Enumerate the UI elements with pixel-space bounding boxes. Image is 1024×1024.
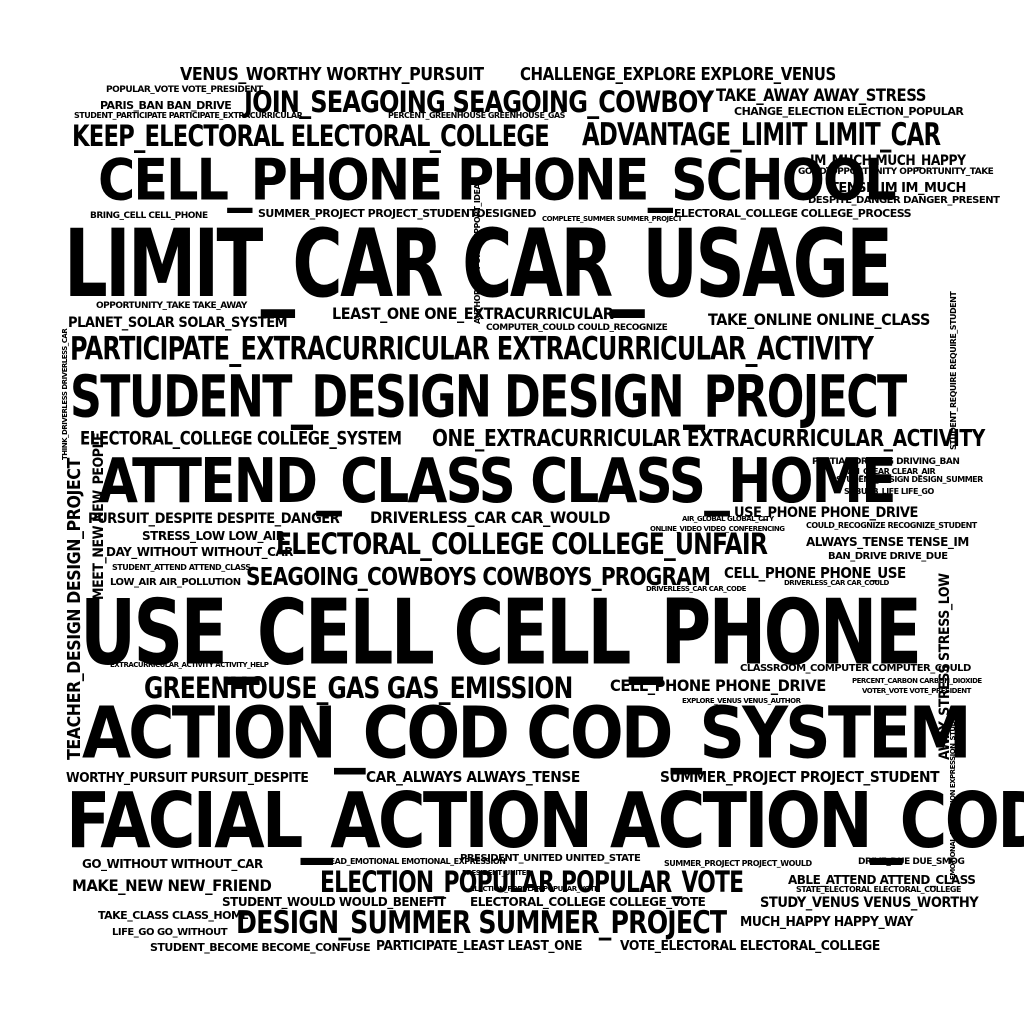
phrase-word: LEAST_ONE ONE_EXTRACURRICULAR <box>332 304 614 323</box>
phrase-word: SUMMER_PROJECT PROJECT_STUDENT <box>660 768 940 786</box>
phrase-word: READ_EMOTIONAL EMOTIONAL_EXPRESSION <box>324 857 506 866</box>
phrase-word: MUCH_HAPPY HAPPY_WAY <box>740 915 914 930</box>
phrase-word: MAKE_NEW NEW_FRIEND <box>72 876 272 895</box>
phrase-word: AIR_GLOBAL GLOBAL_CITY <box>682 515 774 523</box>
phrase-word: CLASSROOM_COMPUTER COMPUTER_COULD <box>740 663 971 674</box>
phrase-word: VENUS_WORTHY WORTHY_PURSUIT <box>180 64 484 85</box>
phrase-word: ACTION_COD COD_SYSTEM <box>82 691 972 775</box>
phrase-word: DRIVERLESS_CAR CAR_WOULD <box>370 508 610 527</box>
phrase-word-vertical: EMOTIONAL_EXPRESSION EXPRESSION_STUDENT <box>949 707 957 880</box>
phrase-word-vertical: TEACHER_DESIGN DESIGN_PROJECT <box>64 458 85 760</box>
phrase-word: PRESIDENT_UNITED <box>462 869 532 877</box>
phrase-word: POPULAR_VOTE VOTE_PRESIDENT <box>106 85 263 95</box>
phrase-word: PURSUIT_DESPITE DESPITE_DANGER <box>88 511 340 527</box>
phrase-word: PRESIDENT_UNITED UNITED_STATE <box>460 853 641 864</box>
phrase-word: PARTICIPATE_EXTRACURRICULAR EXTRACURRICU… <box>70 330 874 368</box>
phrase-word: EXTRACURRICULAR_ACTIVITY ACTIVITY_HELP <box>110 661 269 669</box>
phrase-word: CHANGE_ELECTION ELECTION_POPULAR <box>734 105 964 118</box>
phrase-word: ELECTORAL_COLLEGE COLLEGE_PROCESS <box>674 207 912 220</box>
phrase-word: COULD_RECOGNIZE RECOGNIZE_STUDENT <box>806 521 977 530</box>
phrase-word: GO_WITHOUT WITHOUT_CAR <box>82 857 263 871</box>
phrase-word: JOIN_SEAGOING SEAGOING_COWBOY <box>244 84 714 120</box>
phrase-word: STUDENT_ATTEND ATTEND_CLASS <box>112 563 251 572</box>
phrase-word: TENSE_IM IM_MUCH <box>830 181 966 196</box>
phrase-word: ELECTION_POPULAR POPULAR_VOTE <box>470 885 599 893</box>
phrase-word: TAKE_AWAY AWAY_STRESS <box>716 86 926 106</box>
phrase-word: LIFE_GO GO_WITHOUT <box>112 927 228 938</box>
phrase-word: EXPLORE_VENUS VENUS_AUTHOR <box>682 697 801 705</box>
phrase-word: PARTIAL_DRIVING DRIVING_BAN <box>812 457 960 467</box>
phrase-word: DESIGN_SUMMER SUMMER_PROJECT <box>236 904 727 942</box>
phrase-word: SUMMER_PROJECT PROJECT_WOULD <box>664 859 812 868</box>
phrase-word: ADVANTAGE_LIMIT LIMIT_CAR <box>582 116 941 154</box>
phrase-word: DAY_WITHOUT WITHOUT_CAR <box>106 545 293 559</box>
phrase-word: GREENHOUSE_GAS GAS_EMISSION <box>144 670 573 706</box>
phrase-word: KEEP_ELECTORAL ELECTORAL_COLLEGE <box>72 118 550 154</box>
phrase-word: PERCENT_GREENHOUSE GREENHOUSE_GAS <box>388 111 565 120</box>
phrase-word: STUDENT_BECOME BECOME_CONFUSE <box>150 941 371 954</box>
phrase-word-vertical: THINK_DRIVERLESS DRIVERLESS_CAR <box>61 328 69 460</box>
phrase-word: CELL_PHONE PHONE_DRIVE <box>610 676 826 695</box>
phrase-word: TAKE_ONLINE ONLINE_CLASS <box>708 310 930 329</box>
phrase-word: TAKE_CLASS CLASS_HOME <box>98 909 249 922</box>
phrase-word: LIMIT_CAR CAR_USAGE <box>64 210 893 319</box>
phrase-word: BAN_DRIVE DRIVE_DUE <box>828 551 948 562</box>
phrase-word: IM_MUCH MUCH_HAPPY <box>810 153 966 169</box>
phrase-word: STATE_ELECTORAL ELECTORAL_COLLEGE <box>796 885 961 894</box>
phrase-word: ELECTORAL_COLLEGE COLLEGE_SYSTEM <box>80 427 402 450</box>
phrase-word: CELL_PHONE PHONE_SCHOOL <box>98 146 897 214</box>
phrase-word: COMPUTER_COULD COULD_RECOGNIZE <box>486 323 668 333</box>
phrase-word: CHALLENGE_EXPLORE EXPLORE_VENUS <box>520 64 836 85</box>
phrase-word: STUDENT_PARTICIPATE PARTICIPATE_EXTRACUR… <box>74 111 303 120</box>
phrase-word: USE_PHONE PHONE_DRIVE <box>734 505 918 521</box>
phrase-word: COMPLETE_SUMMER SUMMER_PROJECT <box>542 215 682 223</box>
phrase-word: PERCENT_CARBON CARBON_DIOXIDE <box>852 677 982 685</box>
phrase-word: DRIVE_DUE DUE_SMOG <box>858 857 965 867</box>
phrase-word: SUMMER_PROJECT PROJECT_STUDENTDESIGNED <box>258 207 536 220</box>
phrase-word: WORTHY_PURSUIT PURSUIT_DESPITE <box>66 771 309 786</box>
phrase-word: VOTER_VOTE VOTE_PRESIDENT <box>862 687 971 695</box>
phrase-word: ELECTION_POPULAR POPULAR_VOTE <box>320 864 744 900</box>
phrase-word: ELECTORAL_COLLEGE COLLEGE_UNFAIR <box>276 526 768 562</box>
phrase-word: LOW_AIR AIR_POLLUTION <box>110 577 241 588</box>
phrase-word: CAR_ALWAYS ALWAYS_TENSE <box>366 768 580 786</box>
phrase-word: STUDY_VENUS VENUS_WORTHY <box>760 895 979 911</box>
phrase-word: OPPORTUNITY_TAKE TAKE_AWAY <box>96 301 247 311</box>
phrase-word: PARTICIPATE_LEAST LEAST_ONE <box>376 939 582 954</box>
phrase-word: CELL_PHONE PHONE_USE <box>724 564 906 582</box>
phrase-word: USE_CELL CELL_PHONE <box>80 579 922 685</box>
phrase-word: STRESS_LOW LOW_AIR <box>142 529 285 543</box>
phrase-word: ALWAYS_TENSE TENSE_IM <box>806 535 969 549</box>
phrase-word-vertical: MEET_NEW NEW_PEOPLE <box>91 432 107 600</box>
phrase-word: SUBURB_LIFE LIFE_GO <box>844 487 934 496</box>
phrase-word: GOOD_OPPORTUNITY OPPORTUNITY_TAKE <box>798 167 994 177</box>
phrase-word: SEAGOING_COWBOYS COWBOYS_PROGRAM <box>246 561 711 592</box>
phrase-word: ONE_EXTRACURRICULAR EXTRACURRICULAR_ACTI… <box>432 425 985 453</box>
phrase-word: BRING_CELL CELL_PHONE <box>90 211 208 221</box>
phrase-word: ABLE_ATTEND ATTEND_CLASS <box>788 873 976 887</box>
phrase-word: BAN_CLEAR CLEAR_AIR <box>842 467 936 476</box>
phrase-word: DRIVERLESS_CAR CAR_CODE <box>646 585 746 593</box>
phrase-word: VOTE_ELECTORAL ELECTORAL_COLLEGE <box>620 939 880 954</box>
phrase-word: ATTEND_CLASS CLASS_HOME <box>98 444 897 517</box>
phrase-word: DRIVERLESS_CAR CAR_COULD <box>784 579 889 587</box>
phrase-word: PLANET_SOLAR SOLAR_SYSTEM <box>68 315 288 331</box>
phrase-word-vertical: AUTHOR_SUPPORT SUPPORT_IDEA <box>473 183 482 324</box>
phrase-word: ONLINE_VIDEO VIDEO_CONFERENCING <box>650 525 785 533</box>
phrase-word: FACIAL_ACTION ACTION_COD <box>66 775 1024 866</box>
phrase-word: STUDENT_WOULD WOULD_BENEFIT <box>222 895 446 909</box>
phrase-word: DESPITE_DANGER DANGER_PRESENT <box>808 195 1000 206</box>
phrase-word-vertical: STUDENT_REQUIRE REQUIRE_STUDENT <box>949 291 958 450</box>
phrase-word: STUDENT_DESIGN DESIGN_SUMMER <box>836 475 983 484</box>
phrase-word: PARIS_BAN BAN_DRIVE <box>100 99 232 112</box>
phrase-word: ELECTORAL_COLLEGE COLLEGE_VOTE <box>470 895 706 909</box>
phrase-word: STUDENT_DESIGN DESIGN_PROJECT <box>70 362 907 431</box>
